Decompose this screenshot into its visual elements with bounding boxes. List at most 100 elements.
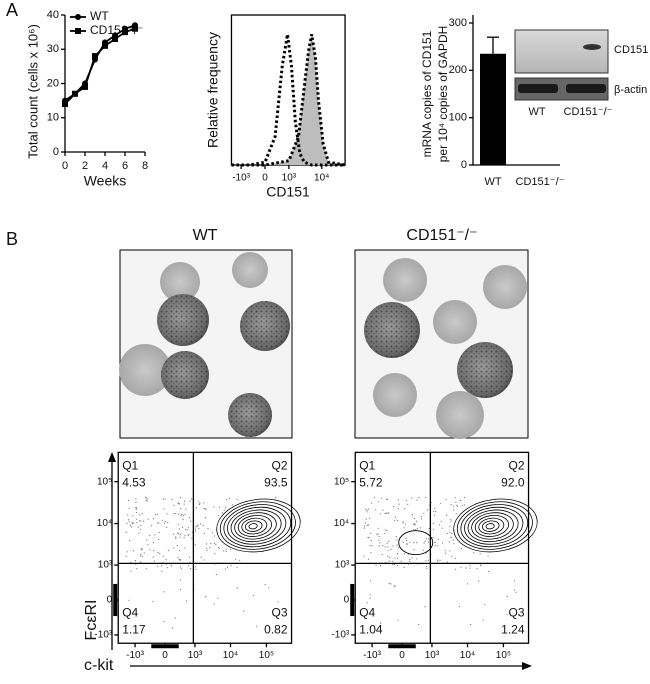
event-dot bbox=[449, 526, 451, 528]
event-dot bbox=[206, 547, 208, 549]
event-dot bbox=[453, 506, 455, 508]
event-dot bbox=[381, 554, 383, 556]
event-dot bbox=[438, 524, 440, 526]
event-dot bbox=[231, 504, 233, 506]
event-dot bbox=[268, 587, 270, 589]
event-dot bbox=[162, 555, 164, 557]
quadrant-name: Q4 bbox=[122, 605, 138, 619]
event-dot bbox=[387, 555, 389, 557]
event-dot bbox=[461, 505, 463, 507]
event-dot bbox=[217, 546, 219, 548]
column-title: WT bbox=[193, 227, 218, 244]
event-dot bbox=[470, 623, 472, 626]
event-dot bbox=[371, 502, 373, 504]
event-dot bbox=[275, 497, 277, 499]
event-dot bbox=[218, 506, 221, 508]
event-dot bbox=[434, 541, 436, 543]
event-dot bbox=[440, 520, 442, 522]
event-dot bbox=[515, 591, 517, 594]
y-tick-label: 40 bbox=[47, 9, 59, 21]
event-dot bbox=[213, 506, 215, 508]
x-tick-label: 6 bbox=[122, 160, 128, 172]
event-dot bbox=[158, 538, 160, 541]
event-dot bbox=[409, 558, 411, 561]
x-tick-label: 0 bbox=[262, 173, 268, 184]
event-dot bbox=[506, 614, 508, 616]
event-dot bbox=[183, 503, 185, 505]
event-dot bbox=[437, 559, 439, 561]
event-dot bbox=[397, 553, 399, 555]
event-dot bbox=[133, 522, 135, 524]
density-curve bbox=[231, 34, 346, 167]
event-dot bbox=[405, 537, 407, 540]
quadrant-name: Q2 bbox=[272, 459, 288, 473]
event-dot bbox=[135, 511, 137, 514]
event-dot bbox=[143, 520, 145, 522]
event-dot bbox=[225, 507, 227, 509]
event-dot bbox=[413, 529, 415, 531]
event-dot bbox=[264, 583, 266, 586]
x-tick-label: 0 bbox=[399, 650, 405, 661]
contour bbox=[227, 506, 287, 545]
x-axis-label: CD151 bbox=[266, 184, 310, 200]
event-dot bbox=[389, 557, 391, 559]
contour bbox=[485, 523, 495, 530]
event-dot bbox=[378, 535, 380, 538]
event-dot bbox=[190, 520, 192, 522]
event-dot bbox=[364, 525, 366, 527]
contour bbox=[237, 515, 273, 537]
y-tick-label: 10⁵ bbox=[97, 476, 112, 487]
event-dot bbox=[214, 553, 216, 555]
contour bbox=[464, 506, 524, 545]
event-dot bbox=[413, 549, 415, 551]
event-dot bbox=[183, 500, 186, 502]
event-dot bbox=[205, 508, 207, 511]
blot-strip bbox=[514, 77, 609, 101]
event-dot bbox=[386, 542, 388, 544]
zero-bar bbox=[350, 583, 355, 617]
event-dot bbox=[214, 535, 216, 537]
event-dot bbox=[460, 566, 462, 568]
event-dot bbox=[465, 567, 467, 569]
marker bbox=[132, 25, 138, 32]
x-tick-label: 4 bbox=[102, 160, 108, 172]
event-dot bbox=[418, 623, 420, 626]
event-dot bbox=[140, 561, 142, 563]
event-dot bbox=[166, 567, 168, 569]
event-dot bbox=[131, 523, 133, 525]
event-dot bbox=[179, 579, 182, 581]
event-dot bbox=[451, 533, 453, 535]
event-dot bbox=[198, 527, 200, 530]
event-dot bbox=[173, 504, 175, 506]
event-dot bbox=[450, 504, 452, 506]
event-dot bbox=[166, 513, 168, 515]
event-dot bbox=[394, 519, 396, 522]
event-dot bbox=[195, 566, 197, 568]
quadrant-value: 4.53 bbox=[122, 476, 146, 490]
event-dot bbox=[379, 513, 382, 515]
event-dot bbox=[403, 527, 405, 529]
contour bbox=[471, 512, 514, 540]
event-dot bbox=[184, 513, 186, 515]
event-dot bbox=[506, 596, 508, 598]
event-dot bbox=[487, 555, 489, 557]
event-dot bbox=[392, 564, 394, 566]
event-dot bbox=[256, 625, 258, 627]
event-dot bbox=[177, 503, 179, 505]
event-dot bbox=[243, 610, 245, 612]
event-dot bbox=[424, 606, 426, 608]
event-dot bbox=[135, 508, 137, 510]
contour bbox=[460, 504, 529, 548]
event-dot bbox=[195, 568, 197, 570]
event-dot bbox=[451, 555, 453, 557]
y-tick-label: 10 bbox=[47, 112, 59, 124]
event-dot bbox=[455, 513, 457, 515]
event-dot bbox=[388, 540, 390, 543]
event-dot bbox=[404, 508, 406, 510]
event-dot bbox=[200, 523, 202, 525]
event-dot bbox=[415, 529, 417, 531]
event-dot bbox=[402, 522, 404, 524]
marker bbox=[72, 90, 78, 97]
event-dot bbox=[175, 537, 177, 540]
event-dot bbox=[173, 533, 175, 535]
